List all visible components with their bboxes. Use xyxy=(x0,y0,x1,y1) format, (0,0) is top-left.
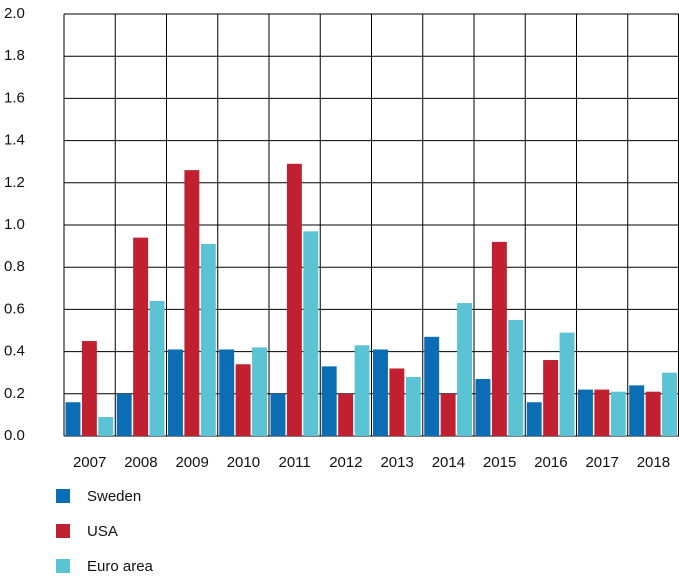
bar xyxy=(270,393,286,436)
y-tick-label: 0.8 xyxy=(4,258,25,275)
x-tick-label: 2010 xyxy=(227,454,260,471)
legend-swatch xyxy=(56,489,70,503)
x-tick-label: 2015 xyxy=(483,454,516,471)
bar xyxy=(338,393,354,436)
bar xyxy=(98,417,114,436)
bar xyxy=(321,366,337,436)
bar xyxy=(149,300,165,436)
bar xyxy=(559,332,575,436)
bar xyxy=(303,231,319,436)
bar xyxy=(65,402,81,436)
y-tick-label: 0.4 xyxy=(4,343,25,360)
y-tick-label: 0.2 xyxy=(4,385,25,402)
y-tick-label: 1.4 xyxy=(4,132,25,149)
bar xyxy=(475,379,491,436)
x-tick-label: 2017 xyxy=(585,454,618,471)
y-tick-label: 1.2 xyxy=(4,174,25,191)
bar xyxy=(116,393,132,436)
bar xyxy=(526,402,542,436)
x-tick-label: 2009 xyxy=(175,454,208,471)
x-tick-label: 2013 xyxy=(380,454,413,471)
bar xyxy=(219,349,235,436)
bar xyxy=(389,368,405,436)
y-tick-label: 2.0 xyxy=(4,5,25,22)
bar xyxy=(457,303,472,436)
y-tick-label: 0.6 xyxy=(4,300,25,317)
bar xyxy=(184,170,200,436)
bar xyxy=(373,349,388,436)
bar xyxy=(440,393,456,436)
legend-swatch xyxy=(56,559,70,573)
bar xyxy=(594,389,610,436)
x-tick-label: 2012 xyxy=(329,454,362,471)
bar xyxy=(543,360,559,436)
legend-swatch xyxy=(56,524,70,538)
x-tick-label: 2008 xyxy=(124,454,157,471)
bar xyxy=(610,391,626,436)
y-tick-label: 1.0 xyxy=(4,216,25,233)
bar xyxy=(252,347,267,436)
bar xyxy=(491,241,507,436)
bar xyxy=(168,349,183,436)
bar xyxy=(578,389,593,436)
bar xyxy=(629,385,645,436)
x-tick-label: 2007 xyxy=(73,454,106,471)
bar xyxy=(81,341,97,436)
legend-label: Sweden xyxy=(87,488,141,505)
y-tick-label: 0.0 xyxy=(4,427,25,444)
bar xyxy=(286,163,302,436)
bar xyxy=(405,376,421,436)
bar xyxy=(354,345,370,436)
bar xyxy=(662,372,677,436)
x-tick-label: 2018 xyxy=(637,454,670,471)
bar xyxy=(508,319,524,436)
bar xyxy=(200,243,216,436)
x-tick-label: 2011 xyxy=(278,454,310,471)
y-tick-label: 1.6 xyxy=(4,89,25,106)
bar xyxy=(424,336,440,436)
x-tick-label: 2016 xyxy=(534,454,567,471)
x-tick-label: 2014 xyxy=(432,454,465,471)
bar xyxy=(235,364,251,436)
legend-label: Euro area xyxy=(87,558,154,575)
y-tick-label: 1.8 xyxy=(4,47,25,64)
bar xyxy=(645,391,661,436)
bar xyxy=(133,237,149,436)
legend-label: USA xyxy=(87,523,118,540)
